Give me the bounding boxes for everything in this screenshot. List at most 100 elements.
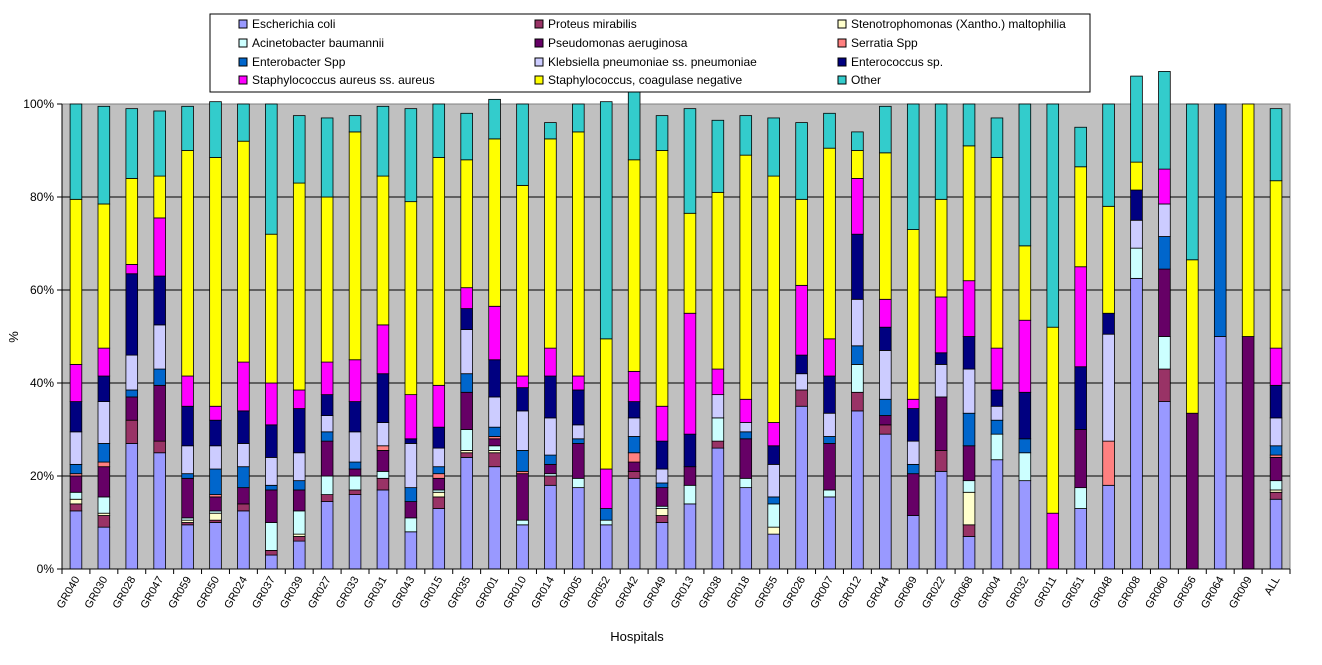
bar-segment [990,419,1004,435]
bar-segment [739,431,753,440]
bar-segment [572,103,585,133]
bar-segment [292,115,306,184]
bar-stack [1241,103,1255,570]
bar-segment [376,445,390,451]
bar-segment [1074,126,1087,168]
bar-stack [711,119,725,570]
bar-segment [209,405,222,421]
bar-segment [348,489,362,496]
bar-segment [348,468,362,477]
bar-segment [181,473,194,479]
bar-segment [376,422,390,447]
bar-segment [1186,412,1199,570]
bar-segment [795,198,808,286]
bar-segment [1241,103,1255,337]
legend-swatch [238,57,248,67]
bar-segment [97,105,111,205]
bar-segment [292,389,306,409]
bar-stack [1102,103,1115,570]
bar-segment [153,217,166,277]
bar-segment [488,396,501,428]
bar-segment [404,531,418,570]
bar-segment [348,359,362,402]
bar-stack [181,105,194,570]
bar-segment [906,229,920,400]
bar-segment [432,426,446,449]
bar-segment [69,431,83,465]
bar-segment [1102,440,1115,486]
bar-segment [655,150,669,407]
bar-segment [237,361,250,412]
bar-segment [1130,277,1143,570]
bar-segment [237,510,250,570]
bar-segment [683,312,697,435]
bar-segment [739,438,753,479]
bar-segment [348,115,362,133]
bar-segment [627,436,641,454]
bar-stack [990,117,1004,570]
bar-segment [823,436,836,444]
bar-segment [97,347,111,377]
bar-segment [934,198,948,298]
bar-segment [906,103,920,230]
bar-segment [153,452,166,570]
bar-segment [460,287,473,309]
bar-segment [739,154,753,400]
bar-segment [655,515,669,523]
bar-segment [795,389,808,407]
bar-segment [711,394,725,419]
bar-segment [488,305,501,361]
bar-segment [879,326,892,351]
bar-segment [1046,103,1060,328]
bar-segment [460,373,473,393]
bar-segment [767,463,780,498]
bar-segment [767,496,780,505]
bar-segment [1074,487,1087,509]
bar-segment [460,429,473,451]
bar-stack [1158,71,1171,570]
bar-stack [823,112,836,570]
bar-segment [934,470,948,570]
bar-segment [655,487,669,507]
bar-segment [153,384,166,442]
bar-segment [823,375,836,414]
bar-segment [376,373,390,423]
bar-stack [572,103,585,570]
bar-segment [683,503,697,570]
bar-segment [879,298,892,328]
bar-segment [1018,391,1032,440]
bar-segment [906,398,920,409]
bar-segment [460,308,473,330]
bar-segment [962,336,976,370]
bar-segment [906,515,920,570]
y-tick-label: 100% [23,97,54,111]
bar-stack [460,112,473,570]
legend-swatch [837,75,847,85]
bar-segment [1158,203,1171,237]
bar-segment [711,447,725,570]
bar-segment [460,456,473,570]
bar-segment [1158,268,1171,337]
bar-segment [237,410,250,444]
bar-segment [488,359,501,398]
bar-segment [376,489,390,570]
bar-segment [209,512,222,521]
bar-stack [209,101,222,570]
bar-stack [432,103,446,570]
bar-stack [767,117,780,570]
bar-segment [265,522,278,551]
bar-stack [851,131,864,570]
bar-segment [962,524,976,537]
legend-swatch [837,19,847,29]
bar-segment [488,98,501,140]
bar-segment [599,101,613,340]
bar-segment [320,440,334,477]
bar-segment [990,459,1004,570]
bar-segment [851,391,864,412]
bar-segment [69,475,83,493]
bar-segment [1130,247,1143,279]
bar-segment [795,354,808,375]
bar-segment [879,424,892,435]
bar-segment [879,415,892,426]
bar-segment [209,101,222,158]
